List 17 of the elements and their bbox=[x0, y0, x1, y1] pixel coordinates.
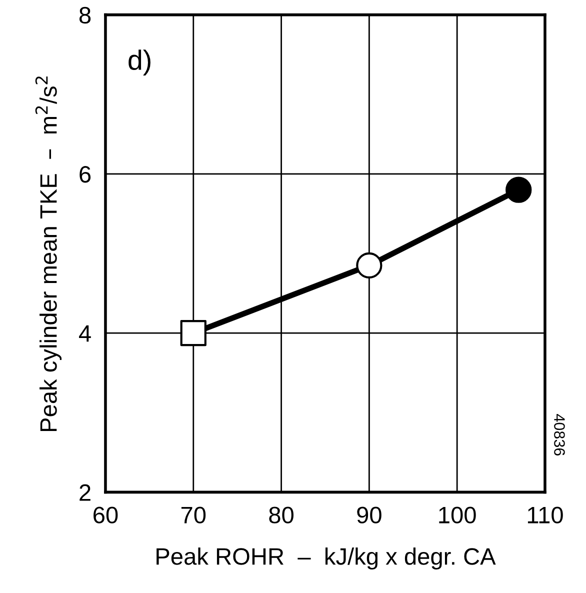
x-axis-title: Peak ROHR – kJ/kg x degr. CA bbox=[156, 548, 496, 570]
x-tick-label: 70 bbox=[181, 506, 206, 524]
y-tick-label: 2 bbox=[80, 484, 90, 501]
x-tick-label: 90 bbox=[357, 506, 382, 524]
x-tick-label: 110 bbox=[528, 506, 563, 524]
x-tick-label: 80 bbox=[269, 506, 294, 524]
y-tick-label: 6 bbox=[80, 166, 91, 183]
y-tick-label: 4 bbox=[79, 325, 91, 342]
text: 40836 bbox=[554, 414, 565, 456]
point bbox=[356, 252, 382, 279]
x-tick-label: 100 bbox=[439, 506, 476, 524]
y-axis-title: Peak cylinder mean TKE – m$^{2}$/s$^{2}$ bbox=[35, 76, 62, 432]
annotation: d) bbox=[128, 50, 150, 76]
x-tick-label: 60 bbox=[94, 506, 118, 524]
point bbox=[506, 176, 532, 203]
point bbox=[180, 320, 206, 346]
y-tick-label: 8 bbox=[79, 6, 91, 24]
